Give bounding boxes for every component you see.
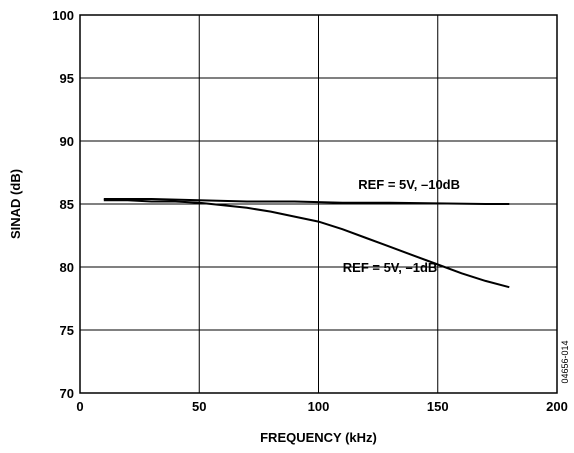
grid [80, 15, 557, 393]
x-axis-title: FREQUENCY (kHz) [260, 430, 377, 445]
figure-id: 04656-014 [560, 340, 570, 383]
x-tick-label-150: 150 [427, 399, 449, 414]
plot-frame [79, 14, 558, 394]
annotation-2: REF = 5V, –1dB [343, 260, 438, 275]
y-tick-label-100: 100 [52, 8, 74, 23]
annotation-1: REF = 5V, –10dB [358, 177, 460, 192]
series-group [103, 198, 510, 289]
y-tick-label-85: 85 [60, 197, 74, 212]
series-line-1 [103, 198, 510, 205]
x-tick-label-50: 50 [192, 399, 206, 414]
annotations: REF = 5V, –10dB REF = 5V, –1dB [343, 177, 460, 275]
y-tick-label-90: 90 [60, 134, 74, 149]
x-tick-label-200: 200 [546, 399, 568, 414]
y-tick-label-95: 95 [60, 71, 74, 86]
series-line-2 [103, 199, 510, 289]
y-tick-label-75: 75 [60, 323, 74, 338]
tick-labels: 0 50 100 150 200 70 75 80 85 90 95 100 [52, 8, 568, 414]
x-tick-label-0: 0 [76, 399, 83, 414]
x-tick-label-100: 100 [308, 399, 330, 414]
y-axis-title: SINAD (dB) [8, 169, 23, 239]
y-tick-label-80: 80 [60, 260, 74, 275]
y-tick-label-70: 70 [60, 386, 74, 401]
